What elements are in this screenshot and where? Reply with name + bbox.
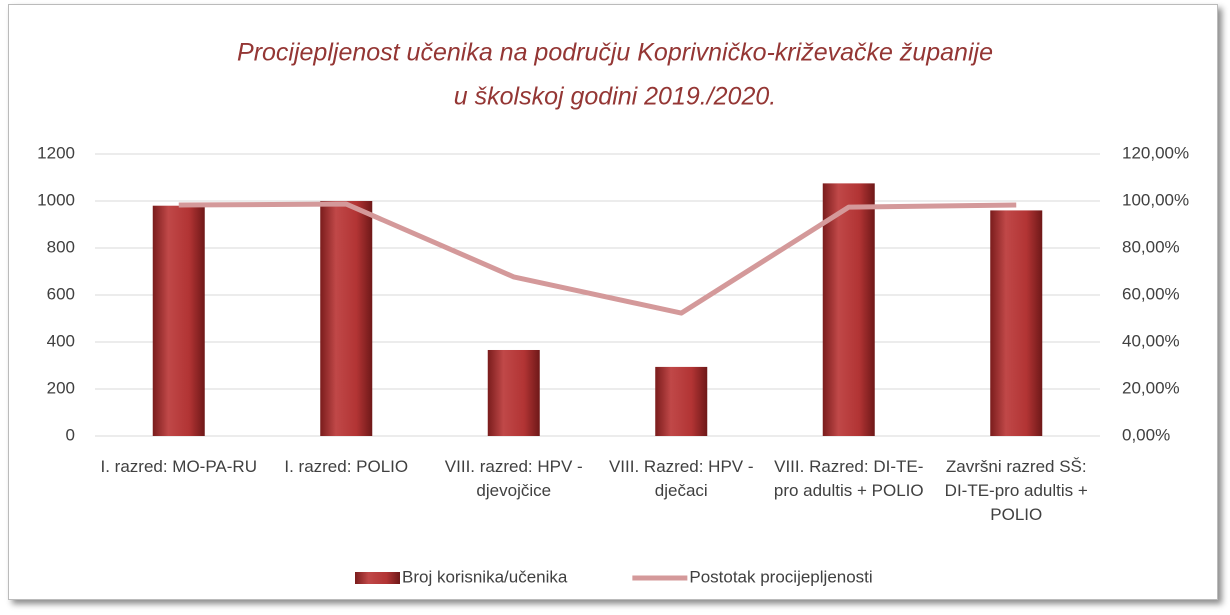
y-tick-label: 1000	[37, 190, 75, 209]
y-tick-label: 200	[47, 378, 75, 397]
y-tick-label: 600	[47, 284, 75, 303]
x-tick-label: VIII. Razred: DI-TE-pro adultis + POLIO	[773, 457, 924, 500]
x-tick-label: I. razred: POLIO	[284, 457, 409, 476]
bar	[320, 201, 373, 436]
y-tick-label: 800	[47, 237, 75, 256]
line	[178, 201, 1017, 316]
x-tick-label: Završni razred SŠ: DI-TE-pro adultis + P…	[944, 457, 1088, 524]
x-tick-label: VIII. razred: HPV - djevojčice	[444, 457, 583, 500]
chart-title: u školskoj godini 2019./2020.	[454, 83, 776, 111]
bar	[990, 210, 1043, 436]
y2-tick-label: 80,00%	[1122, 237, 1180, 256]
y2-tick-label: 40,00%	[1122, 331, 1180, 350]
y-tick-label: 400	[47, 331, 75, 350]
bar	[152, 205, 205, 436]
legend-label: Broj korisnika/učenika	[402, 567, 568, 586]
bar	[822, 183, 875, 436]
legend-swatch	[355, 572, 400, 584]
y-tick-label: 0	[66, 425, 75, 444]
x-tick-label: I. razred: MO-PA-RU	[100, 457, 257, 476]
y2-tick-label: 100,00%	[1122, 190, 1189, 209]
chart-title: Procijepljenost učenika na području Kopr…	[237, 39, 993, 67]
y2-tick-label: 20,00%	[1122, 378, 1180, 397]
bar	[487, 349, 540, 436]
bar	[655, 366, 708, 436]
legend-label: Postotak procijepljenosti	[689, 567, 872, 586]
x-tick-label: VIII. Razred: HPV - dječaci	[608, 457, 754, 500]
y2-tick-label: 60,00%	[1122, 284, 1180, 303]
y2-tick-label: 0,00%	[1122, 425, 1170, 444]
y2-tick-label: 120,00%	[1122, 143, 1189, 162]
y-tick-label: 1200	[37, 143, 75, 162]
